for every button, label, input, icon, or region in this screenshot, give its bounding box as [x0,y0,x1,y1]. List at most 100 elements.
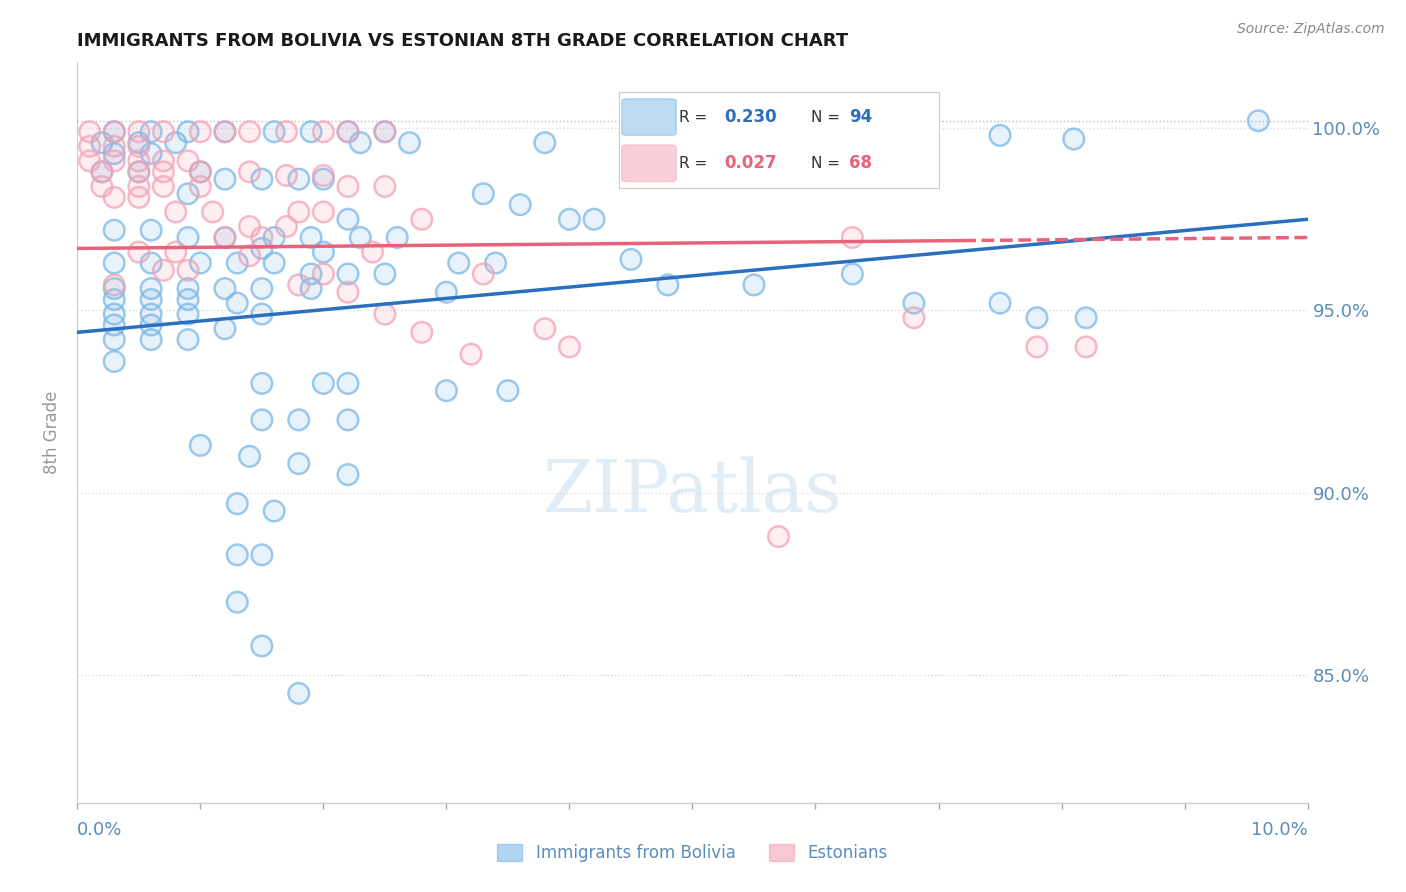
Point [263,504,285,518]
Point [768,530,790,544]
Point [263,125,285,139]
Point [349,230,371,244]
Point [152,153,174,168]
Point [841,230,863,244]
Point [312,245,335,260]
Point [152,179,174,194]
Point [485,256,508,270]
Point [214,172,236,186]
Point [103,125,125,139]
Point [165,205,187,219]
Point [141,333,163,347]
Point [288,413,311,427]
Point [411,326,433,340]
Point [103,318,125,332]
Point [152,179,174,194]
Point [312,267,335,281]
Point [337,125,360,139]
Legend: Immigrants from Bolivia, Estonians: Immigrants from Bolivia, Estonians [491,837,894,869]
Point [103,146,125,161]
Point [188,165,212,179]
Point [1247,113,1270,128]
Point [276,219,298,234]
Point [177,230,200,244]
Point [152,165,174,179]
Point [141,223,163,237]
Point [337,467,360,482]
Point [201,205,224,219]
Point [398,136,420,150]
Point [79,139,101,153]
Text: ZIPatlas: ZIPatlas [543,457,842,527]
Point [250,376,273,391]
Point [239,450,262,464]
Point [312,267,335,281]
Point [385,230,409,244]
Point [165,136,187,150]
Point [742,136,765,150]
Point [337,376,360,391]
Point [915,143,938,157]
Point [103,354,125,368]
Point [374,125,396,139]
Point [485,256,508,270]
Point [128,179,150,194]
Point [188,165,212,179]
Point [103,223,125,237]
Point [90,179,114,194]
Point [128,153,150,168]
Point [620,252,643,267]
Point [276,125,298,139]
Point [1063,132,1085,146]
Point [250,548,273,562]
Point [103,293,125,307]
Point [312,172,335,186]
Point [188,256,212,270]
Point [411,212,433,227]
Point [141,333,163,347]
Point [103,333,125,347]
Point [374,179,396,194]
Point [411,326,433,340]
Point [263,256,285,270]
Point [312,125,335,139]
Point [841,267,863,281]
Point [312,169,335,183]
Point [299,267,322,281]
Point [214,281,236,295]
Point [214,321,236,335]
Point [742,136,765,150]
Point [337,413,360,427]
Point [128,125,150,139]
Point [103,125,125,139]
Point [1076,310,1098,325]
Point [312,205,335,219]
Point [312,376,335,391]
Point [128,165,150,179]
Point [742,277,765,292]
Point [177,230,200,244]
Point [128,136,150,150]
Point [165,245,187,260]
Point [128,165,150,179]
Point [288,205,311,219]
Point [103,223,125,237]
Point [288,686,311,700]
Point [374,267,396,281]
Point [103,139,125,153]
Point [90,165,114,179]
Point [472,186,495,201]
Point [226,548,249,562]
Point [214,321,236,335]
Text: 0.0%: 0.0% [77,822,122,839]
Point [496,384,519,398]
Point [288,457,311,471]
Point [288,172,311,186]
Point [103,281,125,295]
Point [841,230,863,244]
Point [128,136,150,150]
Point [374,125,396,139]
Point [128,165,150,179]
Point [103,318,125,332]
Point [915,143,938,157]
